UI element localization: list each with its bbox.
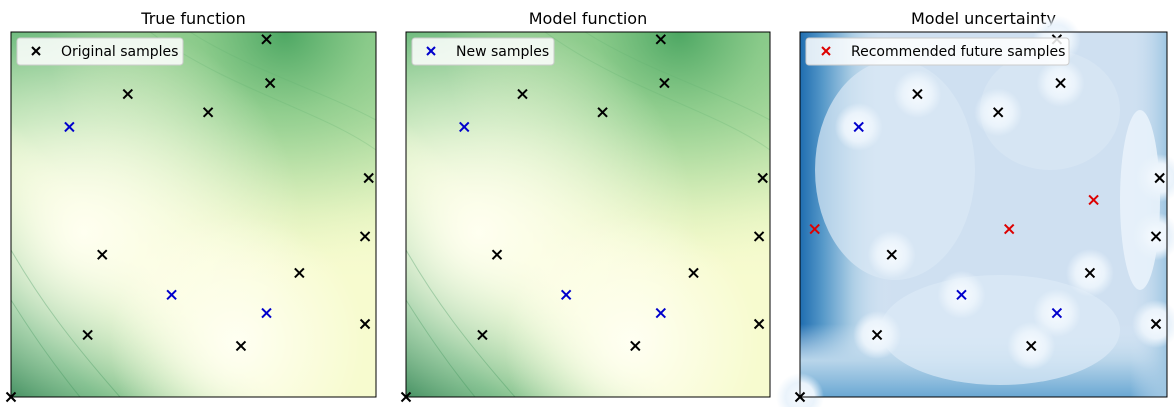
scatter-point-original-samples — [753, 231, 765, 242]
scatter-point-new-samples — [261, 307, 272, 319]
scatter-point-original-samples — [491, 249, 503, 260]
scatter-point-original-samples — [1084, 267, 1096, 279]
contour-fill-0 — [11, 32, 376, 397]
legend-x-icon — [31, 46, 41, 56]
uncertainty-well — [1131, 212, 1174, 261]
scatter-point-original-samples — [757, 172, 768, 184]
legend-2: Recommended future samples — [805, 37, 1070, 66]
contour-fill-1 — [406, 32, 770, 397]
scatter-point-new-samples — [560, 289, 572, 301]
scatter-point-original-samples — [1026, 340, 1037, 352]
scatter-point-new-samples — [166, 289, 177, 301]
panel-true-function: True function Original samples — [5, 9, 377, 403]
scatter-points-1 — [400, 34, 768, 403]
legend-x-icon — [426, 46, 436, 56]
scatter-point-original-samples — [517, 88, 528, 100]
axes-frame-2 — [799, 31, 1168, 398]
scatter-point-original-samples — [992, 107, 1004, 118]
scatter-point-original-samples — [359, 231, 371, 242]
scatter-point-original-samples — [688, 267, 699, 279]
scatter-point-original-samples — [477, 329, 488, 341]
uncertainty-well — [1131, 300, 1174, 348]
scatter-point-original-samples — [753, 318, 765, 330]
panel-model-uncertainty: Model uncertainty Recommended future sam… — [776, 9, 1174, 407]
scatter-point-new-samples — [956, 289, 967, 301]
legend-0: Original samples — [16, 37, 184, 66]
scatter-point-original-samples — [1150, 231, 1162, 242]
scatter-point-new-samples — [853, 121, 864, 133]
scatter-point-recommended-future-samples — [1003, 223, 1015, 235]
axes-frame-0 — [10, 31, 377, 398]
scatter-point-original-samples — [359, 318, 371, 330]
scatter-point-original-samples — [1150, 318, 1162, 330]
scatter-point-original-samples — [659, 77, 670, 89]
scatter-point-original-samples — [235, 340, 247, 352]
scatter-point-original-samples — [82, 329, 93, 341]
panel-model-function: Model function New samples — [400, 9, 771, 403]
axes-frame-1 — [405, 31, 771, 398]
scatter-point-original-samples — [202, 107, 214, 118]
scatter-point-original-samples — [363, 172, 374, 184]
legend-box-2 — [805, 37, 1070, 66]
legend-box-0 — [16, 37, 184, 66]
scatter-point-original-samples — [261, 34, 272, 45]
scatter-point-recommended-future-samples — [1088, 194, 1099, 206]
scatter-point-original-samples — [264, 77, 276, 89]
scatter-point-original-samples — [1154, 172, 1165, 184]
scatter-point-original-samples — [294, 267, 305, 279]
scatter-point-original-samples — [122, 88, 134, 100]
chart-title-1: Model function — [529, 9, 647, 28]
scatter-point-new-samples — [655, 307, 667, 319]
chart-title-0: True function — [140, 9, 245, 28]
scatter-point-original-samples — [630, 340, 641, 352]
scatter-point-new-samples — [64, 121, 75, 133]
uncertainty-well — [1135, 154, 1174, 202]
scatter-point-new-samples — [1051, 307, 1063, 319]
legend-marker-1 — [426, 46, 436, 56]
legend-marker-2 — [821, 46, 831, 56]
legend-label-1: New samples — [456, 44, 549, 60]
scatter-point-original-samples — [597, 107, 608, 118]
legend-box-1 — [411, 37, 555, 66]
chart-title-2: Model uncertainty — [911, 9, 1056, 28]
scatter-point-new-samples — [459, 121, 470, 133]
scatter-point-original-samples — [1055, 77, 1066, 89]
scatter-point-recommended-future-samples — [809, 223, 820, 235]
scatter-points-0 — [5, 34, 374, 403]
scatter-point-original-samples — [912, 88, 923, 100]
legend-x-icon — [821, 46, 831, 56]
scatter-point-original-samples — [871, 329, 883, 341]
legend-1: New samples — [411, 37, 555, 66]
scatter-point-original-samples — [97, 249, 108, 260]
scatter-point-original-samples — [655, 34, 667, 45]
scatter-point-original-samples — [886, 249, 897, 260]
legend-marker-0 — [31, 46, 41, 56]
legend-label-2: Recommended future samples — [851, 44, 1065, 60]
legend-label-0: Original samples — [61, 44, 178, 60]
